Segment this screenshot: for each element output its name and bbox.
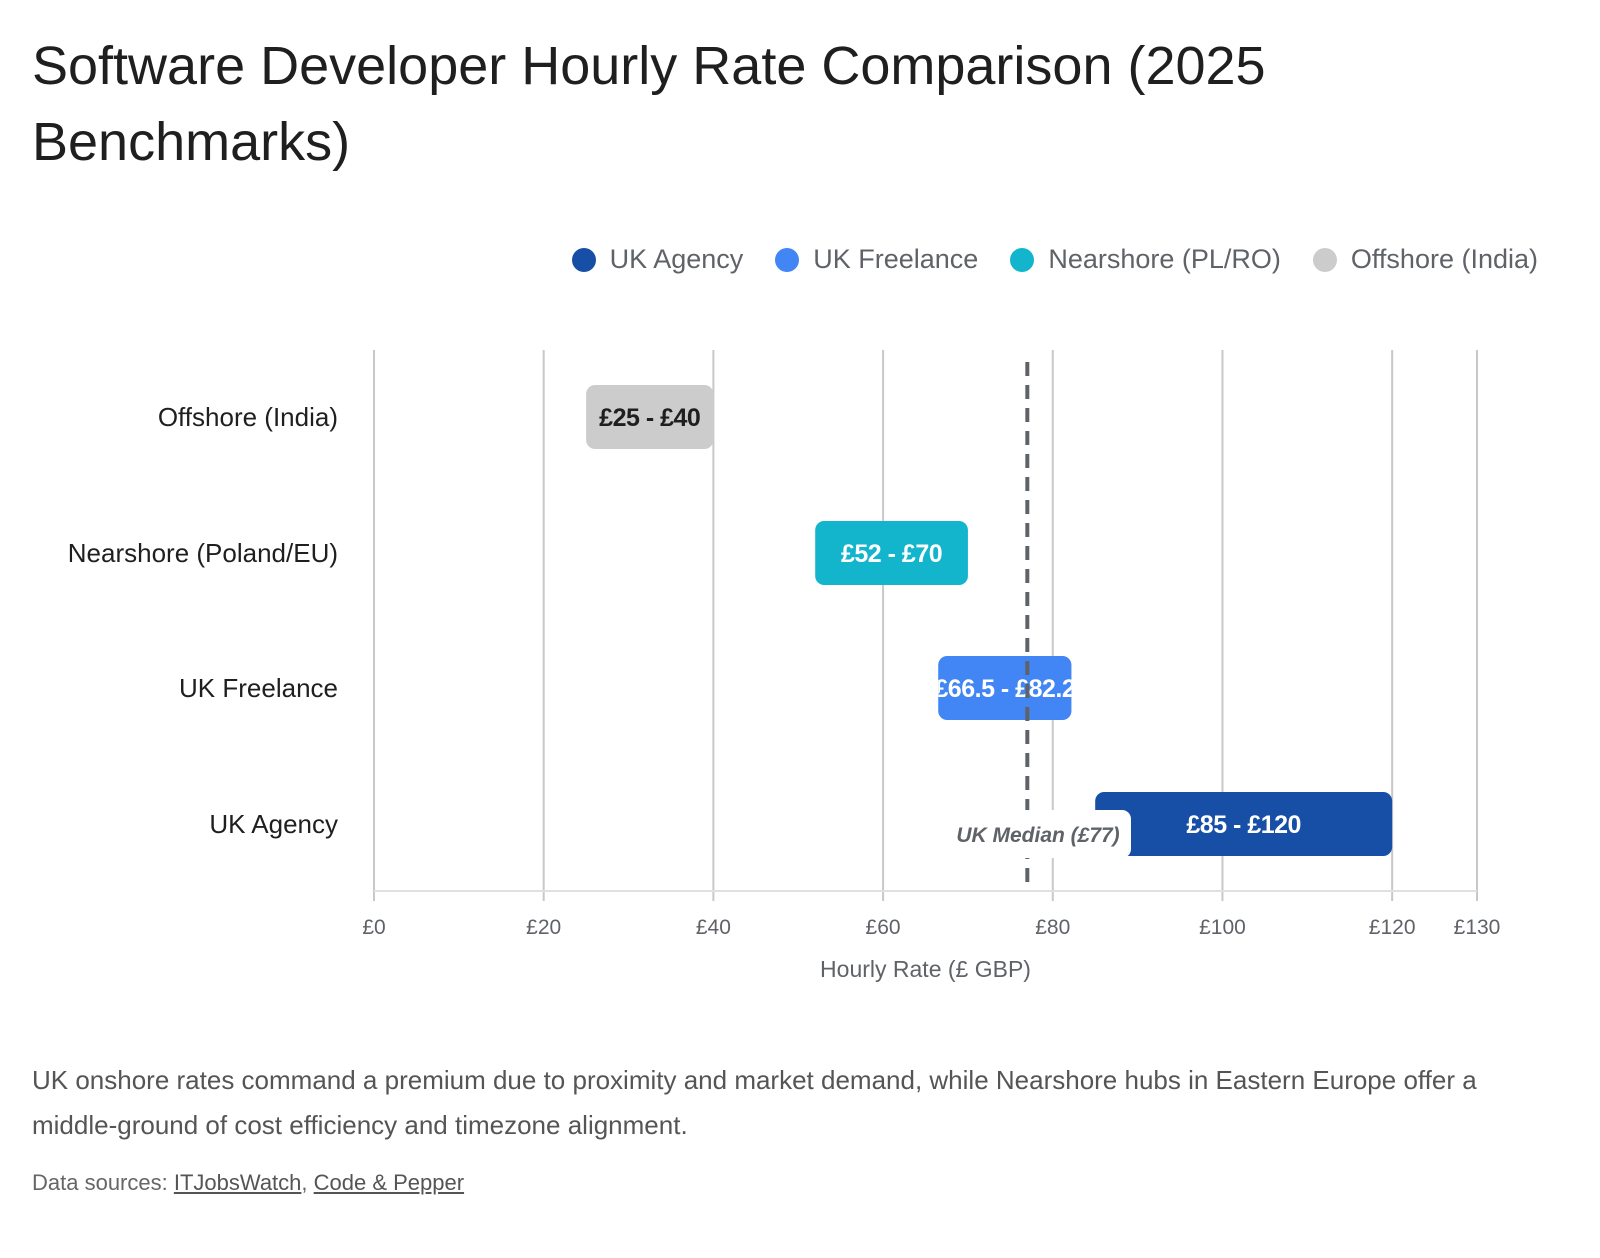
- legend-item[interactable]: Nearshore (PL/RO): [1010, 244, 1281, 275]
- bar-data-label: £66.5 - £82.2: [934, 675, 1075, 703]
- x-tick-label: £120: [1369, 916, 1416, 939]
- legend-label: Offshore (India): [1350, 244, 1538, 274]
- x-tick-label: £80: [1035, 916, 1070, 939]
- source-link-itjobswatch[interactable]: ITJobsWatch: [173, 1170, 302, 1195]
- y-category-label: Nearshore (Poland/EU): [68, 538, 338, 568]
- legend-label: Nearshore (PL/RO): [1048, 244, 1281, 274]
- range-bar: [1095, 792, 1393, 856]
- y-category-label: UK Freelance: [179, 673, 338, 703]
- range-bar-group: £66.5 - £82.2: [934, 656, 1075, 720]
- x-tick-label: £20: [526, 916, 561, 939]
- y-category-label: UK Agency: [209, 809, 338, 839]
- legend: UK Agency UK Freelance Nearshore (PL/RO) Of…: [571, 244, 1538, 275]
- median-label: UK Median (£77): [956, 824, 1119, 847]
- chart-plot: £0 £20 £40 £60 £80 £100 £120 £130 Hourly Rate (£…: [68, 350, 1501, 982]
- x-tick-label: £100: [1199, 916, 1246, 939]
- legend-label: UK Freelance: [813, 244, 979, 274]
- legend-item[interactable]: UK Freelance: [775, 244, 978, 275]
- x-axis-title: Hourly Rate (£ GBP): [820, 956, 1031, 982]
- legend-swatch: [571, 247, 596, 272]
- range-bar-group: £52 - £70: [815, 521, 968, 585]
- median-label-background: [945, 810, 1131, 858]
- range-bar: [586, 385, 714, 449]
- bar-data-label: £52 - £70: [841, 540, 942, 568]
- data-sources: Data sources: ITJobsWatch, Code & Pepper: [32, 1170, 464, 1196]
- bar-data-label: £25 - £40: [599, 404, 700, 432]
- chart-caption: UK onshore rates command a premium due t…: [32, 1065, 1477, 1140]
- range-bar-group: £85 - £120: [1095, 792, 1393, 856]
- x-tick-label: £60: [866, 916, 901, 939]
- y-category-label: Offshore (India): [158, 402, 338, 432]
- range-bar: [815, 521, 968, 585]
- legend-swatch: [1312, 247, 1337, 272]
- legend-swatch: [1010, 247, 1035, 272]
- x-tick-label: £0: [362, 916, 385, 939]
- legend-item[interactable]: Offshore (India): [1312, 244, 1538, 275]
- x-tick-label: £40: [696, 916, 731, 939]
- legend-swatch: [775, 247, 800, 272]
- legend-item[interactable]: UK Agency: [571, 244, 744, 275]
- legend-label: UK Agency: [609, 244, 744, 274]
- range-bar: [938, 656, 1072, 720]
- bar-data-label: £85 - £120: [1186, 811, 1301, 839]
- x-tick-label: £130: [1454, 916, 1501, 939]
- range-bar-group: £25 - £40: [586, 385, 714, 449]
- sources-separator: ,: [301, 1170, 314, 1195]
- source-link-code-pepper[interactable]: Code & Pepper: [313, 1170, 465, 1195]
- sources-prefix: Data sources:: [32, 1170, 174, 1195]
- chart-title: Software Developer Hourly Rate Compariso…: [32, 36, 1266, 172]
